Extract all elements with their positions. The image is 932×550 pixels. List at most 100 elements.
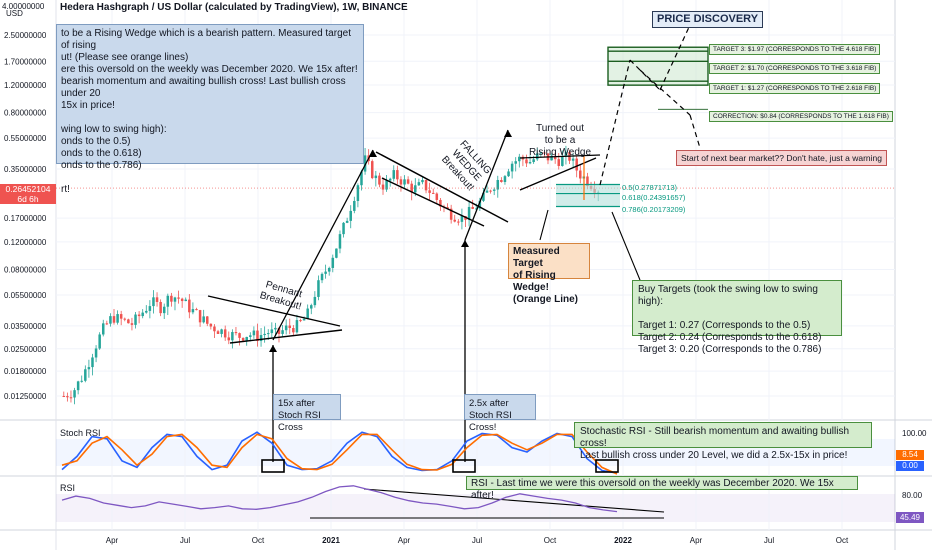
candle-body: [457, 221, 460, 223]
candle-body: [489, 190, 492, 192]
candle-body: [277, 327, 281, 334]
candle-body: [561, 156, 564, 166]
candle-body: [256, 330, 259, 342]
currency-label: USD: [6, 9, 23, 18]
candle-body: [73, 390, 76, 398]
candle-body: [231, 332, 234, 341]
candle-body: [127, 319, 130, 324]
candle-body: [528, 162, 532, 164]
chart-title: Hedera Hashgraph / US Dollar (calculated…: [60, 2, 408, 13]
candle-body: [84, 369, 87, 381]
candle-body: [184, 299, 187, 302]
after-15x-box: 15x after Stoch RSI Cross: [273, 394, 341, 433]
candle-body: [414, 185, 417, 193]
measured-target-box: Measured Target of Rising Wedge! (Orange…: [508, 243, 590, 305]
candle-body: [281, 330, 284, 334]
rsi-note-box: RSI - Last time we were this oversold on…: [466, 476, 858, 501]
rsi-divergence-upper: [363, 488, 665, 513]
stoch-series-d: [61, 433, 618, 475]
candle-body: [482, 192, 485, 201]
candle-body: [374, 175, 378, 179]
stoch-rsi-label: Stoch RSI: [60, 428, 101, 438]
candle-body: [202, 316, 205, 323]
candle-body: [116, 314, 119, 323]
candle-body: [378, 175, 381, 185]
candle-body: [209, 323, 213, 327]
candle-body: [295, 320, 299, 333]
candle-body: [525, 159, 528, 164]
rsi-series: [61, 485, 618, 513]
correction-label: CORRECTION: $0.84 (CORRESPONDS TO THE 1.…: [709, 111, 893, 122]
candle-body: [238, 333, 241, 338]
candle-body: [503, 176, 507, 182]
fib-buy-zone: [556, 184, 620, 207]
candle-body: [198, 310, 202, 323]
candle-body: [446, 207, 449, 209]
top-price-label: 4.00000000: [2, 2, 45, 11]
rsi-axis-80: 80.00: [902, 491, 923, 500]
pennant-lower-line: [229, 329, 343, 344]
stoch-series-k: [61, 431, 618, 474]
projection-correction: [639, 69, 691, 116]
price-tick-label: 0.17000000: [4, 214, 47, 223]
candle-body: [223, 329, 227, 338]
candle-body: [571, 158, 575, 161]
candle-body: [349, 210, 352, 221]
arrow-head: [504, 130, 512, 137]
price-tick-label: 0.03500000: [4, 322, 47, 331]
fib-label-0-618: 0.618(0.24391657): [622, 193, 686, 202]
x-tick-label: Oct: [544, 536, 557, 545]
x-tick-label: Apr: [398, 536, 411, 545]
candle-body: [306, 308, 309, 319]
candle-body: [69, 397, 73, 399]
arrow-head: [461, 240, 469, 247]
candle-body: [475, 208, 478, 210]
candle-body: [575, 158, 578, 171]
candle-body: [421, 180, 424, 183]
last-price-countdown: 6d 6h: [17, 194, 39, 204]
candle-body: [406, 179, 410, 184]
candle-body: [241, 337, 245, 341]
arrow-buy-targets: [611, 211, 641, 281]
candle-body: [123, 318, 127, 320]
stoch-d-badge: 0.00: [896, 461, 924, 471]
price-tick-label: 0.01250000: [4, 392, 47, 401]
candle-body: [564, 152, 568, 157]
candle-body: [514, 161, 517, 164]
candle-body: [396, 170, 399, 180]
candle-body: [320, 273, 324, 281]
target-zone: [607, 46, 709, 86]
candle-body: [252, 330, 256, 336]
wedge-upper-line: [375, 151, 509, 223]
candle-body: [467, 206, 471, 220]
candle-body: [274, 327, 277, 330]
candle-body: [471, 206, 474, 209]
last-price-value: 0.26452104: [5, 184, 51, 194]
x-tick-label: Apr: [690, 536, 703, 545]
candle-body: [557, 159, 561, 166]
candle-body: [162, 306, 166, 314]
candle-body: [180, 298, 184, 302]
candle-body: [324, 271, 327, 274]
candle-body: [270, 329, 274, 334]
candle-body: [284, 325, 288, 331]
candle-body: [518, 156, 521, 162]
price-tick-label: 0.12000000: [4, 238, 47, 247]
oversold-highlight-box: [261, 459, 285, 473]
candle-body: [553, 155, 557, 160]
candle-body: [435, 193, 439, 200]
candle-body: [302, 318, 306, 321]
candle-body: [191, 309, 195, 313]
candle-body: [496, 179, 500, 190]
candle-body: [460, 215, 464, 222]
candle-body: [431, 192, 435, 194]
price-discovery-label: PRICE DISCOVERY: [652, 11, 764, 28]
rising-wedge-label: Turned out to be a Rising Wedge: [528, 123, 592, 158]
wedge-lower-line: [381, 177, 485, 227]
candle-body: [299, 320, 302, 322]
arrow-measured-target: [539, 209, 549, 241]
candle-body: [177, 297, 180, 299]
candle-body: [220, 329, 223, 334]
candle-body: [206, 316, 209, 324]
projection-up-1: [599, 59, 631, 186]
